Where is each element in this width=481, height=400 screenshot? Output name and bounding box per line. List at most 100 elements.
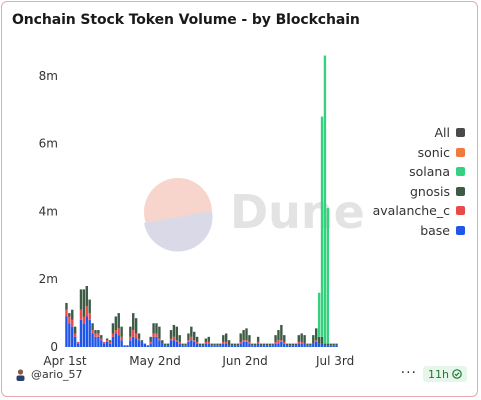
bar-gnosis xyxy=(271,343,274,346)
y-tick-label: 0 xyxy=(50,340,58,354)
bar-gnosis xyxy=(280,324,283,341)
bar-base xyxy=(222,343,225,347)
bar-avalanche-c xyxy=(248,341,251,344)
bar-base xyxy=(193,341,196,347)
legend-swatch xyxy=(456,186,465,196)
bar-gnosis xyxy=(222,335,225,342)
bar-base xyxy=(149,343,152,347)
bar-avalanche-c xyxy=(100,338,103,341)
bar-base xyxy=(172,340,176,347)
bar-base xyxy=(88,319,91,347)
bar-avalanche-c xyxy=(114,330,118,334)
author-name: @ario_57 xyxy=(31,368,83,381)
bar-gnosis xyxy=(175,326,179,341)
bar-base xyxy=(103,343,106,347)
y-tick-label: 4m xyxy=(39,204,58,218)
bar-avalanche-c xyxy=(245,340,248,342)
bar-base xyxy=(97,336,100,347)
author-link[interactable]: @ario_57 xyxy=(16,368,83,381)
legend-item-gnosis[interactable]: gnosis xyxy=(373,182,465,202)
bar-avalanche-c xyxy=(108,341,112,344)
chart-title: Onchain Stock Token Volume - by Blockcha… xyxy=(12,12,360,28)
bar-base xyxy=(277,343,280,347)
bar-base xyxy=(187,341,190,347)
legend-item-sonic[interactable]: sonic xyxy=(373,143,465,163)
bar-gnosis xyxy=(291,343,295,346)
bar-base xyxy=(312,343,315,347)
y-tick-label: 2m xyxy=(39,272,58,286)
legend-item-avalanche-c[interactable]: avalanche_c xyxy=(373,201,465,221)
y-tick-label: 6m xyxy=(39,137,58,151)
bar-gnosis xyxy=(94,330,97,334)
bar-base xyxy=(262,345,266,347)
legend-item-base[interactable]: base xyxy=(373,221,465,241)
bar-avalanche-c xyxy=(277,340,280,344)
bar-gnosis xyxy=(300,333,303,342)
bar-avalanche-c xyxy=(71,319,74,327)
bar-base xyxy=(285,345,289,347)
bar-avalanche-c xyxy=(172,336,176,341)
bar-base xyxy=(85,316,88,347)
bar-avalanche-c xyxy=(85,306,88,317)
bar-base xyxy=(73,336,77,347)
legend-label: avalanche_c xyxy=(372,203,450,219)
bar-gnosis xyxy=(181,343,184,346)
bar-base xyxy=(230,345,234,347)
bar-avalanche-c xyxy=(65,309,68,317)
bar-base xyxy=(184,345,187,347)
legend-swatch xyxy=(456,167,465,177)
footer: @ario_57 ··· 11h xyxy=(12,365,467,386)
avatar-icon xyxy=(16,368,25,381)
bar-base xyxy=(315,341,318,347)
legend-swatch xyxy=(456,128,465,138)
bar-avalanche-c xyxy=(120,336,123,341)
bar-gnosis xyxy=(248,335,251,342)
check-circle-icon xyxy=(452,369,462,379)
bar-avalanche-c xyxy=(134,333,138,339)
bar-gnosis xyxy=(79,289,83,310)
bar-gnosis xyxy=(236,343,239,346)
bar-gnosis xyxy=(117,313,120,329)
bar-gnosis xyxy=(158,326,161,339)
bar-gnosis xyxy=(172,324,176,337)
watermark-text: Dune xyxy=(230,185,365,239)
bar-base xyxy=(166,345,170,347)
legend-item-solana[interactable]: solana xyxy=(373,162,465,182)
bar-gnosis xyxy=(317,336,321,344)
legend-label: gnosis xyxy=(409,183,450,199)
bar-base xyxy=(117,335,120,347)
bar-solana xyxy=(317,292,321,337)
legend-item-all[interactable]: All xyxy=(373,123,465,143)
bar-base xyxy=(224,343,228,347)
bar-avalanche-c xyxy=(111,333,115,337)
bar-base xyxy=(181,345,184,347)
bar-base xyxy=(256,343,260,347)
bar-avalanche-c xyxy=(175,340,179,342)
bar-avalanche-c xyxy=(68,316,71,324)
bar-gnosis xyxy=(297,335,300,342)
bar-gnosis xyxy=(254,343,257,346)
more-options-icon[interactable]: ··· xyxy=(400,365,417,381)
bar-base xyxy=(210,345,213,347)
bar-base xyxy=(317,343,321,347)
bar-avalanche-c xyxy=(155,333,158,337)
bar-gnosis xyxy=(233,343,237,346)
bar-gnosis xyxy=(320,336,324,344)
bar-base xyxy=(120,340,123,347)
bar-gnosis xyxy=(277,330,280,341)
bar-solana xyxy=(326,208,330,344)
legend-swatch xyxy=(456,225,465,235)
bar-base xyxy=(79,319,83,347)
bar-gnosis xyxy=(97,330,100,334)
bar-gnosis xyxy=(219,343,222,346)
bar-base xyxy=(309,345,312,347)
bar-gnosis xyxy=(207,336,210,342)
bar-gnosis xyxy=(71,309,74,320)
bar-base xyxy=(76,343,80,347)
bar-gnosis xyxy=(195,336,199,342)
bar-base xyxy=(105,341,109,347)
bar-base xyxy=(239,343,242,347)
bar-base xyxy=(155,336,158,347)
bar-gnosis xyxy=(251,343,254,346)
